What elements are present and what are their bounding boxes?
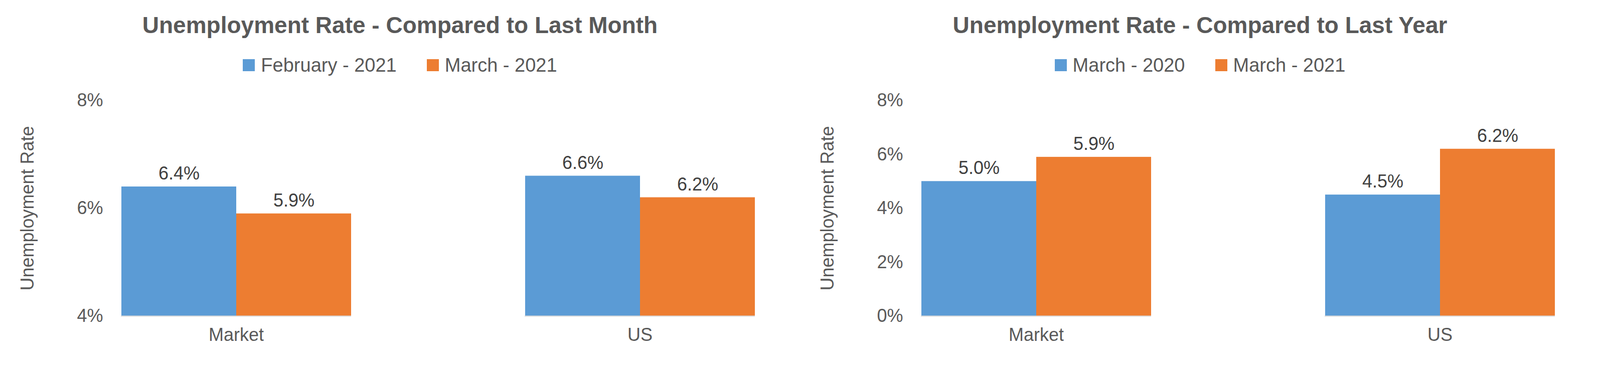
html-text:March - 2020: March - 2020 [1072, 54, 1185, 76]
svg-text:Unemployment Rate: Unemployment Rate [17, 125, 38, 291]
svg-text:6.2%: 6.2% [1477, 125, 1519, 146]
svg-text:8%: 8% [876, 89, 903, 111]
svg-text:0%: 0% [876, 305, 903, 327]
svg-text:US: US [627, 324, 653, 346]
svg-text:6%: 6% [76, 197, 103, 219]
svg-text:4.5%: 4.5% [1362, 171, 1404, 192]
svg-text:6.2%: 6.2% [677, 174, 719, 195]
svg-text:5.9%: 5.9% [1073, 133, 1115, 154]
svg-text:4%: 4% [876, 197, 903, 219]
svg-text:6%: 6% [876, 143, 903, 165]
svg-text:6.6%: 6.6% [562, 152, 604, 174]
svg-text:4%: 4% [76, 305, 103, 327]
html-text:Unemployment Rate - Compared t: Unemployment Rate - Compared to Last Yea… [952, 12, 1448, 39]
svg-text:Unemployment Rate: Unemployment Rate [817, 125, 838, 291]
html-text:Unemployment Rate - Compared t: Unemployment Rate - Compared to Last Mon… [142, 12, 658, 39]
svg-text:2%: 2% [876, 251, 903, 273]
svg-text:Market: Market [1008, 324, 1064, 346]
svg-text:US: US [1427, 324, 1453, 346]
html-text:March - 2021: March - 2021 [444, 54, 558, 76]
html-text:February - 2021: February - 2021 [261, 54, 397, 76]
html-text:March - 2021: March - 2021 [1233, 54, 1346, 76]
svg-text:6.4%: 6.4% [158, 163, 200, 184]
svg-text:5.9%: 5.9% [273, 190, 315, 211]
svg-text:Market: Market [208, 324, 264, 346]
svg-text:5.0%: 5.0% [958, 157, 1000, 179]
svg-text:8%: 8% [76, 89, 103, 111]
